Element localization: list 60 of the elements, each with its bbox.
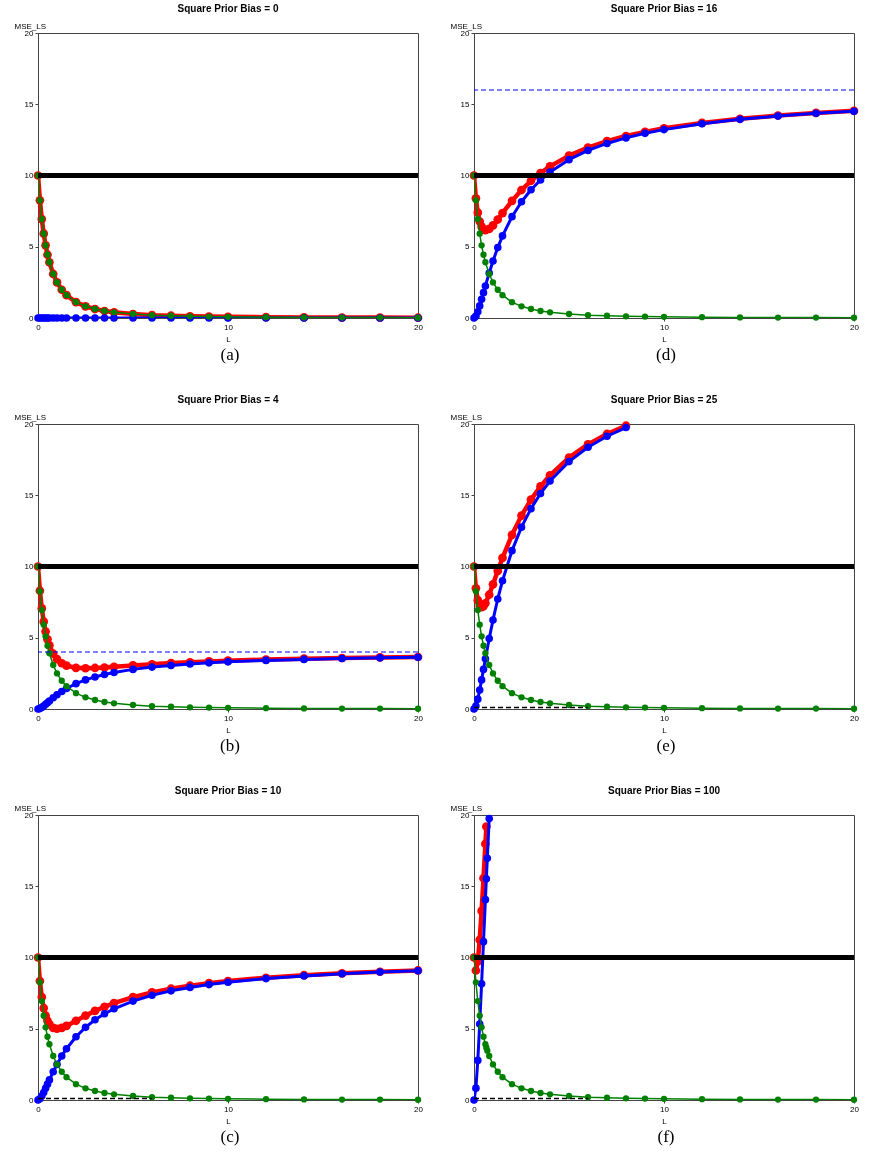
text: (e) xyxy=(655,736,677,756)
y-tick-label: 10 xyxy=(460,953,471,962)
chart-title: Square Prior Bias = 16 xyxy=(610,3,718,14)
chart-title: Square Prior Bias = 4 xyxy=(177,394,279,405)
y-tick-label: 10 xyxy=(24,171,35,180)
x-tick-label: 0 xyxy=(472,322,478,332)
y-tick-label: 5 xyxy=(29,633,35,643)
x-tick-label: 20 xyxy=(414,1104,424,1114)
y-tick-label: 10 xyxy=(460,171,471,180)
chart-title: Square Prior Bias = 25 xyxy=(610,394,718,405)
y-tick-label: 0 xyxy=(465,704,471,714)
y-tick-label: 15 xyxy=(24,881,35,891)
x-axis-title: L xyxy=(226,1116,232,1126)
y-tick-label: 0 xyxy=(29,704,35,714)
x-tick-label: 10 xyxy=(224,713,234,723)
y-tick-label: 0 xyxy=(465,1095,471,1105)
x-tick-label: 0 xyxy=(36,322,42,332)
chart-title: Square Prior Bias = 0 xyxy=(177,3,279,14)
x-tick-label: 20 xyxy=(414,322,424,332)
x-tick-label: 10 xyxy=(660,322,670,332)
x-tick-label: 0 xyxy=(472,713,478,723)
y-tick-label: 15 xyxy=(460,881,471,891)
y-tick-label: 5 xyxy=(465,633,471,643)
text: (f) xyxy=(656,1127,676,1147)
x-tick-label: 10 xyxy=(224,1104,234,1114)
x-axis-title: L xyxy=(226,725,232,735)
text: (b) xyxy=(219,736,241,756)
x-axis-title: L xyxy=(662,725,668,735)
chart-title: Square Prior Bias = 100 xyxy=(607,785,721,796)
y-tick-label: 5 xyxy=(29,1024,35,1034)
chart-title: Square Prior Bias = 10 xyxy=(174,785,282,796)
x-tick-label: 10 xyxy=(224,322,234,332)
x-tick-label: 20 xyxy=(850,1104,860,1114)
text: (c) xyxy=(219,1127,241,1147)
x-tick-label: 0 xyxy=(36,1104,42,1114)
y-tick-label: 10 xyxy=(24,953,35,962)
y-tick-label: 15 xyxy=(24,99,35,109)
x-tick-label: 20 xyxy=(414,713,424,723)
y-tick-label: 5 xyxy=(465,1024,471,1034)
y-tick-label: 0 xyxy=(29,1095,35,1105)
x-tick-label: 20 xyxy=(850,713,860,723)
y-tick-label: 15 xyxy=(24,490,35,500)
x-tick-label: 0 xyxy=(472,1104,478,1114)
text: (a) xyxy=(219,345,241,365)
y-tick-label: 5 xyxy=(465,242,471,252)
y-tick-label: 10 xyxy=(460,562,471,571)
x-axis-title: L xyxy=(662,334,668,344)
text: (d) xyxy=(655,345,677,365)
x-tick-label: 20 xyxy=(850,322,860,332)
y-tick-label: 15 xyxy=(460,490,471,500)
x-axis-title: L xyxy=(226,334,232,344)
y-tick-label: 5 xyxy=(29,242,35,252)
x-tick-label: 10 xyxy=(660,1104,670,1114)
y-tick-label: 10 xyxy=(24,562,35,571)
y-tick-label: 15 xyxy=(460,99,471,109)
x-axis-title: L xyxy=(662,1116,668,1126)
y-tick-label: 0 xyxy=(465,313,471,323)
y-tick-label: 0 xyxy=(29,313,35,323)
x-tick-label: 0 xyxy=(36,713,42,723)
x-tick-label: 10 xyxy=(660,713,670,723)
